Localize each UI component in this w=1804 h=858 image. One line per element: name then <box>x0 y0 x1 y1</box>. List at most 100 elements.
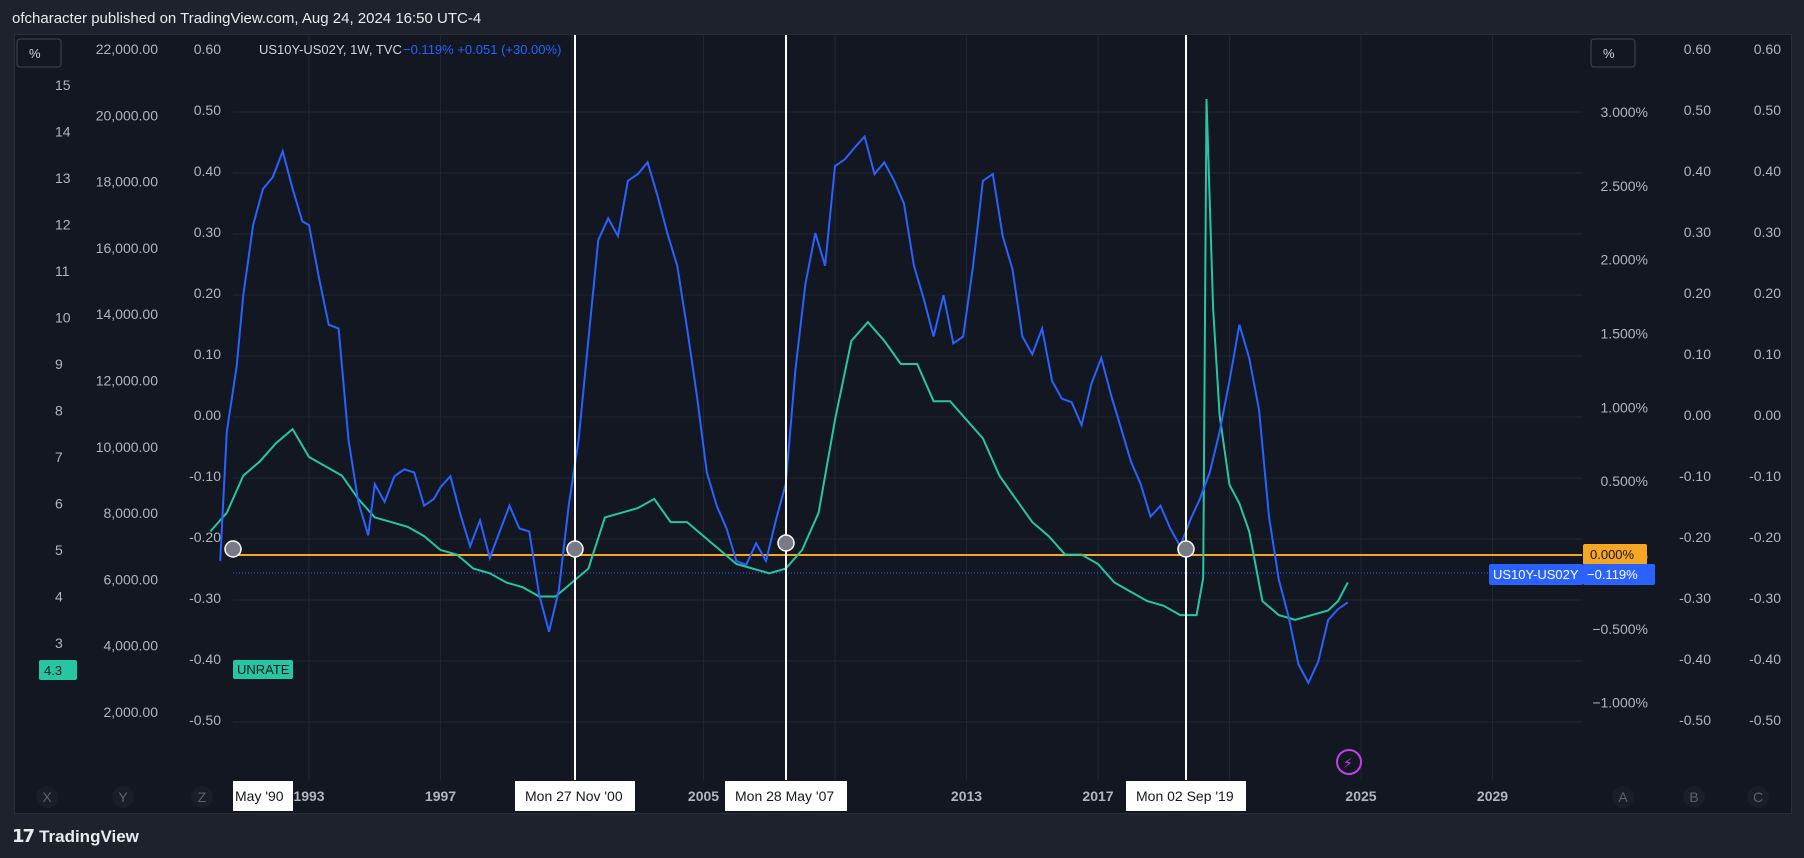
big-axis-tick: 14,000.00 <box>96 306 158 322</box>
left-unit-button[interactable] <box>16 38 62 68</box>
big-axis-tick: 10,000.00 <box>96 439 158 455</box>
spread-tick: 3.000% <box>1601 104 1648 120</box>
spread-tick: 0.500% <box>1601 473 1648 489</box>
tradingview-branding[interactable]: 17 TradingView <box>12 826 139 847</box>
far-right-tick: -0.10 <box>1749 468 1781 484</box>
x-tick-2025: 2025 <box>1345 788 1376 804</box>
far-right-tick: 0.10 <box>1754 346 1781 362</box>
right-small-tick: -0.10 <box>1679 468 1711 484</box>
corner-letter-bg[interactable] <box>1683 786 1705 808</box>
date-marker-2: Mon 28 May '07 <box>735 788 834 804</box>
corner-letter-bg[interactable] <box>191 786 213 808</box>
spread-tick: −1.000% <box>1592 695 1648 711</box>
corner-letter: C <box>1753 789 1763 805</box>
unrate-tick: 11 <box>55 263 70 279</box>
corner-letter: Z <box>198 789 207 805</box>
crossing-marker-3[interactable] <box>1177 540 1195 558</box>
unrate-tick: 10 <box>55 310 71 326</box>
unrate-tick: 9 <box>55 356 63 372</box>
small-axis-tick: 0.30 <box>194 224 221 240</box>
far-right-tick: -0.40 <box>1749 651 1781 667</box>
crossing-markers[interactable] <box>224 534 1195 558</box>
publish-header: ofcharacter published on TradingView.com… <box>12 10 482 27</box>
big-axis-tick: 18,000.00 <box>96 174 158 190</box>
corner-letter-bg[interactable] <box>1612 786 1634 808</box>
right-small-tick: 0.40 <box>1684 163 1711 179</box>
grid-lines <box>233 35 1582 780</box>
spread-series-line[interactable] <box>219 134 1349 686</box>
unrate-tick: 12 <box>55 217 71 233</box>
spread-tick: 2.000% <box>1601 252 1648 268</box>
corner-letter: A <box>1618 789 1628 805</box>
lightning-glyph: ⚡ <box>1343 755 1353 771</box>
far-right-tick: 0.30 <box>1754 224 1781 240</box>
right-small-tick: 0.50 <box>1684 102 1711 118</box>
crossing-marker-0[interactable] <box>224 540 242 558</box>
far-right-tick: 0.00 <box>1754 407 1781 423</box>
far-right-tick: -0.30 <box>1749 590 1781 606</box>
unrate-tick: 3 <box>55 635 63 651</box>
legend-symbol[interactable]: US10Y-US02Y, 1W, TVC <box>259 42 402 57</box>
unrate-value: 4.3 <box>44 663 62 678</box>
zero-badge-box <box>1583 544 1647 565</box>
lightning-icon[interactable] <box>1336 749 1362 775</box>
crossing-marker-1[interactable] <box>566 540 584 558</box>
date-marker-box-3 <box>1126 781 1246 811</box>
chart-frame[interactable]: % % US10Y-US02Y, 1W, TVC −0.119% +0.051 … <box>14 34 1792 814</box>
big-axis-tick: 8,000.00 <box>104 505 159 521</box>
unrate-tick: 5 <box>55 542 63 558</box>
big-axis-tick: 6,000.00 <box>104 571 159 587</box>
corner-letter-bg[interactable] <box>112 786 134 808</box>
date-marker-box-2 <box>725 781 847 811</box>
big-axis-tick: 2,000.00 <box>104 704 159 720</box>
left-unit-label: % <box>29 46 41 61</box>
small-axis-tick: 0.60 <box>194 41 221 57</box>
unrate-tick: 7 <box>55 449 63 465</box>
small-axis-tick: -0.10 <box>189 468 221 484</box>
symbol-tag: US10Y-US02Y <box>1493 567 1579 582</box>
right-small-tick: 0.60 <box>1684 41 1711 57</box>
x-tick-1997: 1997 <box>425 788 456 804</box>
big-axis-tick: 16,000.00 <box>96 240 158 256</box>
x-tick-2017: 2017 <box>1082 788 1113 804</box>
date-marker-3: Mon 02 Sep '19 <box>1136 788 1234 804</box>
big-axis-tick: 4,000.00 <box>104 638 159 654</box>
date-marker-box-1 <box>515 781 635 811</box>
small-axis-tick: -0.40 <box>189 651 221 667</box>
zero-badge: 0.000% <box>1590 547 1635 562</box>
small-axis-tick: -0.30 <box>189 590 221 606</box>
right-small-tick: -0.30 <box>1679 590 1711 606</box>
chart-svg[interactable]: % % US10Y-US02Y, 1W, TVC −0.119% +0.051 … <box>15 35 1791 813</box>
big-axis-tick: 22,000.00 <box>96 41 158 57</box>
far-right-tick: 0.40 <box>1754 163 1781 179</box>
corner-letter: B <box>1689 789 1698 805</box>
unrate-tick: 4 <box>55 589 63 605</box>
small-axis-tick: 0.50 <box>194 102 221 118</box>
unrate-tag: UNRATE <box>237 662 290 677</box>
small-axis-tick: 0.40 <box>194 163 221 179</box>
unrate-tick: 14 <box>55 124 71 140</box>
right-small-tick: 0.10 <box>1684 346 1711 362</box>
spread-tick: 1.000% <box>1601 399 1648 415</box>
x-tick-1993: 1993 <box>293 788 324 804</box>
date-marker-0: May '90 <box>235 788 284 804</box>
right-small-tick: 0.30 <box>1684 224 1711 240</box>
unrate-tag-box <box>233 660 293 679</box>
corner-letter-bg[interactable] <box>1747 786 1769 808</box>
symbol-value-box <box>1583 564 1655 585</box>
date-marker-1: Mon 27 Nov '00 <box>525 788 623 804</box>
symbol-tag-box <box>1489 564 1583 585</box>
corner-letter: X <box>42 789 52 805</box>
small-axis-tick: -0.20 <box>189 529 221 545</box>
far-right-tick: 0.50 <box>1754 102 1781 118</box>
unrate-series-line[interactable] <box>209 98 1349 621</box>
unrate-tick: 8 <box>55 403 63 419</box>
x-tick-2005: 2005 <box>688 788 719 804</box>
unrate-value-box <box>39 660 77 680</box>
far-right-tick: 0.60 <box>1754 41 1781 57</box>
small-axis-tick: 0.10 <box>194 346 221 362</box>
corner-letter-bg[interactable] <box>36 786 58 808</box>
crossing-marker-2[interactable] <box>777 534 795 552</box>
right-unit-button[interactable] <box>1590 38 1636 68</box>
tradingview-logo-icon: 17 <box>12 826 35 847</box>
